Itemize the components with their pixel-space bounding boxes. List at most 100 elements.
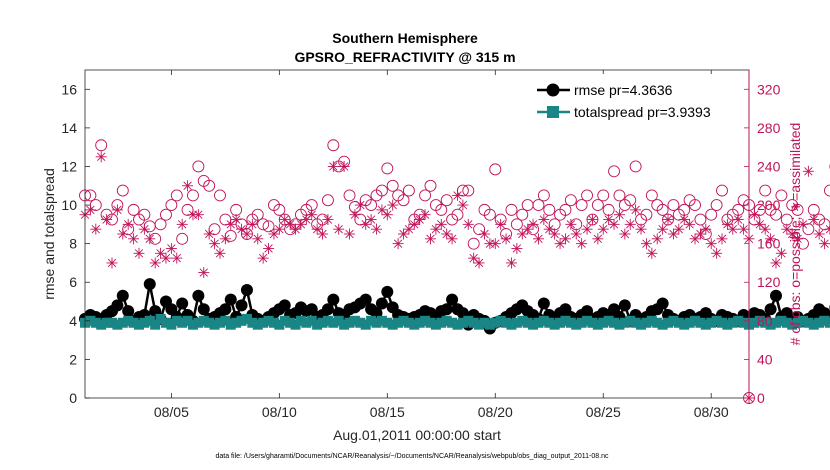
y-tick-label: 4 <box>69 313 77 329</box>
spread-point <box>393 317 404 328</box>
spread-point <box>160 317 171 328</box>
spread-point <box>711 315 722 326</box>
possible-point <box>689 199 701 212</box>
spread-point <box>128 317 139 328</box>
spread-point <box>511 317 522 328</box>
possible-point <box>818 218 830 231</box>
possible-point <box>516 208 529 221</box>
assimilated-point <box>344 228 356 240</box>
assimilated-point <box>106 257 118 269</box>
rmse-point <box>176 297 189 310</box>
assimilated-point <box>457 199 469 211</box>
rmse-point <box>240 283 253 296</box>
possible-point <box>543 203 556 216</box>
spread-point <box>258 317 269 328</box>
y2-tick-label: 280 <box>757 120 781 136</box>
assimilated-point <box>700 223 712 235</box>
spread-point <box>301 317 312 328</box>
spread-point <box>268 317 279 328</box>
possible-point <box>262 220 275 233</box>
spread-point <box>819 315 830 326</box>
possible-point <box>203 179 216 192</box>
rmse-point <box>116 289 129 302</box>
spread-point <box>792 317 803 328</box>
spread-point <box>630 317 641 328</box>
assimilated-point <box>662 214 674 226</box>
possible-point <box>532 199 545 212</box>
possible-point <box>770 208 782 221</box>
possible-point <box>375 184 388 197</box>
spread-point <box>198 315 209 326</box>
spread-point <box>150 319 161 330</box>
plot-area <box>85 70 749 398</box>
x-tick-label: 08/30 <box>694 404 729 420</box>
possible-point <box>214 189 226 202</box>
assimilated-point <box>759 223 771 235</box>
rmse-point <box>321 303 334 316</box>
spread-point <box>673 317 684 328</box>
assimilated-point <box>711 247 723 259</box>
y-axis-left: 0 2 4 6 8 10 12 14 16 <box>61 81 90 406</box>
spread-point <box>441 315 452 326</box>
possible-point <box>613 189 626 202</box>
possible-point <box>597 189 610 202</box>
spread-point <box>209 319 220 330</box>
assimilated-point <box>95 151 107 163</box>
assimilated-point <box>586 214 598 226</box>
possible-point <box>564 194 577 207</box>
spread-point <box>765 319 776 330</box>
assimilated-point <box>446 233 458 245</box>
assimilated-point <box>511 242 523 254</box>
assimilated-point <box>327 160 339 172</box>
spread-point <box>252 319 263 330</box>
assimilated-point <box>392 238 404 250</box>
spread-point <box>177 317 188 328</box>
spread-point <box>679 319 690 330</box>
spread-point <box>781 317 792 328</box>
spread-point <box>366 315 377 326</box>
y-tick-label: 0 <box>69 390 77 406</box>
possible-point <box>116 184 129 197</box>
assimilated-point <box>630 204 642 216</box>
spread-point <box>403 317 414 328</box>
spread-point <box>101 317 112 328</box>
assimilated-point <box>462 218 474 230</box>
assimilated-point <box>613 209 625 221</box>
assimilated-point <box>592 233 604 245</box>
spread-point <box>598 317 609 328</box>
possible-point <box>505 203 518 216</box>
possible-point <box>489 163 502 176</box>
spread-point <box>328 317 339 328</box>
spread-point <box>398 315 409 326</box>
assimilated-point <box>219 233 231 245</box>
assimilated-point <box>128 233 140 245</box>
spread-point <box>225 319 236 330</box>
spread-point <box>452 319 463 330</box>
x-tick-label: 08/15 <box>370 404 405 420</box>
spread-point <box>727 317 738 328</box>
assimilated-point <box>781 223 793 235</box>
assimilated-point <box>489 238 501 250</box>
spread-point <box>501 317 512 328</box>
assimilated-point <box>549 228 561 240</box>
series-filled-square <box>80 313 830 330</box>
rmse-point <box>197 303 210 316</box>
spread-point <box>182 315 193 326</box>
spread-point <box>339 319 350 330</box>
possible-point <box>192 160 205 173</box>
spread-point <box>690 315 701 326</box>
y2-tick-label: 0 <box>757 390 765 406</box>
assimilated-point <box>149 257 161 269</box>
y-tick-label: 14 <box>61 120 77 136</box>
spread-point <box>457 317 468 328</box>
spread-point <box>371 317 382 328</box>
assimilated-point <box>214 247 226 259</box>
rmse-point <box>278 299 291 312</box>
y2-tick-label: 120 <box>757 274 781 290</box>
possible-point <box>440 194 453 207</box>
spread-point <box>436 317 447 328</box>
possible-point <box>510 218 523 231</box>
possible-point <box>435 203 448 216</box>
assimilated-point <box>333 223 345 235</box>
possible-point <box>716 184 728 197</box>
